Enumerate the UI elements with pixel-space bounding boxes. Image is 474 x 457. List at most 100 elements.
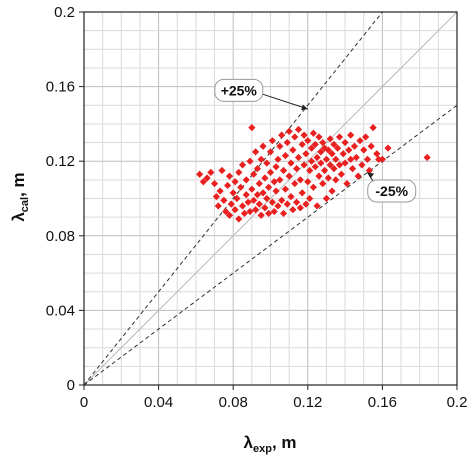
data-points: [196, 124, 431, 223]
data-point: [352, 153, 360, 162]
data-point: [242, 191, 250, 199]
data-point: [330, 165, 338, 173]
data-point: [320, 166, 329, 175]
y-tick-label: 0.04: [46, 302, 75, 319]
data-point: [261, 174, 269, 182]
data-point: [285, 172, 293, 180]
data-point: [373, 150, 381, 158]
data-point: [253, 191, 262, 199]
data-point: [360, 146, 368, 154]
x-tick-label: 0.12: [293, 394, 322, 411]
data-point: [289, 146, 297, 154]
data-point: [281, 152, 290, 160]
x-tick-label: 0: [80, 394, 88, 411]
data-point: [250, 170, 258, 178]
data-point: [341, 138, 349, 147]
y-tick-label: 0.16: [46, 79, 75, 96]
data-point: [335, 161, 344, 169]
data-point: [279, 209, 288, 218]
data-point: [222, 207, 230, 216]
data-point: [238, 202, 247, 210]
x-tick-label: 0.2: [447, 394, 468, 411]
data-point: [365, 166, 373, 175]
x-tick-label: 0.08: [219, 394, 248, 411]
data-point: [363, 155, 372, 163]
data-point: [304, 137, 312, 145]
data-point: [291, 133, 299, 141]
data-point: [300, 131, 308, 139]
data-point: [320, 144, 329, 152]
data-point: [274, 202, 282, 210]
reference-line-dashed: [83, 11, 383, 386]
data-point: [283, 138, 291, 147]
data-point: [278, 131, 286, 139]
data-point: [278, 196, 286, 204]
y-tick-label: 0.2: [54, 4, 75, 21]
data-point: [322, 155, 331, 163]
annotation: +25%: [214, 78, 308, 111]
data-point: [293, 198, 301, 206]
data-point: [319, 179, 327, 188]
data-point: [356, 137, 364, 145]
data-point: [348, 165, 357, 173]
data-point: [259, 189, 267, 197]
data-point: [293, 165, 301, 173]
data-point: [231, 178, 239, 186]
data-point: [339, 150, 347, 158]
y-axis-ticks: 0 0.04 0.08 0.12 0.16 0.2: [46, 4, 84, 394]
data-point: [285, 127, 293, 135]
data-point: [307, 144, 316, 152]
annotations: +25% -25%: [214, 78, 417, 203]
data-point: [272, 187, 280, 195]
data-point: [311, 163, 319, 171]
y-tick-label: 0.08: [46, 228, 75, 245]
data-point: [212, 193, 221, 201]
data-point: [347, 155, 355, 163]
data-point: [306, 166, 314, 175]
data-point: [283, 200, 291, 208]
data-point: [335, 133, 344, 141]
data-point: [298, 189, 306, 197]
x-tick-label: 0.04: [144, 394, 173, 411]
data-point: [313, 153, 321, 162]
plot-frame: [83, 11, 458, 386]
data-point: [319, 138, 327, 147]
y-tick-label: 0: [67, 377, 75, 394]
data-point: [233, 194, 241, 203]
data-point: [276, 176, 284, 184]
data-point: [324, 174, 332, 182]
data-point: [281, 185, 290, 193]
data-point: [345, 146, 353, 154]
data-point: [266, 168, 275, 176]
data-point: [296, 204, 304, 212]
data-point: [240, 209, 248, 218]
data-point: [265, 183, 273, 191]
data-point: [302, 200, 310, 208]
data-point: [246, 157, 254, 165]
data-point: [289, 206, 297, 214]
data-point: [255, 200, 263, 208]
x-axis-title: λexp, m: [244, 433, 297, 455]
data-point: [294, 125, 303, 134]
data-point: [315, 172, 323, 180]
data-point: [300, 161, 308, 169]
data-point: [375, 155, 383, 163]
data-point: [227, 200, 235, 208]
annotation-box: [214, 78, 264, 102]
data-point: [225, 211, 234, 219]
y-axis-title: λcal, m: [9, 172, 31, 221]
data-point: [276, 142, 284, 150]
annotation-arrow-line: [257, 92, 308, 110]
data-point: [235, 168, 243, 176]
data-point: [251, 148, 260, 156]
data-point: [328, 150, 336, 158]
data-point: [322, 194, 331, 203]
data-point: [270, 207, 278, 216]
data-point: [332, 176, 340, 184]
data-point: [315, 133, 323, 141]
data-point: [263, 194, 271, 203]
annotation-arrow-head: [367, 172, 375, 179]
annotation-arrow-head: [301, 104, 308, 111]
data-point: [291, 179, 299, 188]
data-point: [311, 140, 319, 149]
